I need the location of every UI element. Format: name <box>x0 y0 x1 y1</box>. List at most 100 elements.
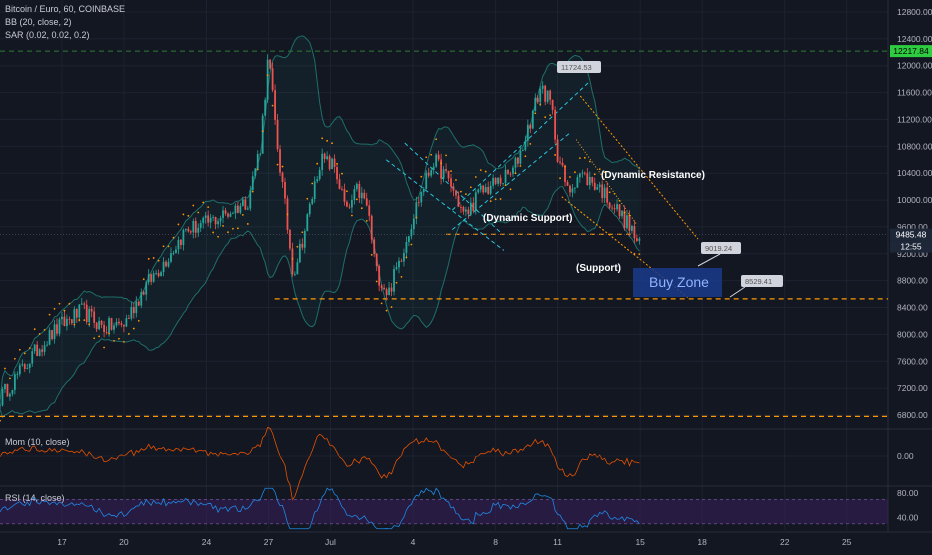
candle-body <box>492 177 495 186</box>
candle-body <box>217 221 219 225</box>
sar-dot <box>212 231 215 234</box>
buy-zone-label[interactable]: Buy Zone <box>649 274 709 290</box>
sar-dot <box>534 112 537 115</box>
buy-zone-box[interactable] <box>633 268 722 297</box>
forecast-line[interactable] <box>575 139 637 224</box>
candle-body <box>88 308 91 323</box>
top-level-price-tag[interactable]: 12217.84 <box>893 46 929 56</box>
candle-body <box>105 332 108 333</box>
candle-body <box>214 217 217 225</box>
rsi-line <box>0 487 640 530</box>
candle-body <box>412 218 415 230</box>
last-price-tag[interactable]: 9485.48 <box>896 230 927 240</box>
sar-dot <box>559 177 561 180</box>
candle-body <box>549 90 552 100</box>
candle-body <box>638 238 641 241</box>
annotations[interactable]: (Dynamic Resistance) (Dynamic Support) (Su… <box>483 61 783 298</box>
sar-dot <box>578 157 581 160</box>
candle-body <box>373 239 376 254</box>
time-tick-label: 24 <box>202 537 212 547</box>
trend-line[interactable] <box>385 159 505 251</box>
candle-body <box>569 185 571 193</box>
candle-body <box>80 303 83 305</box>
candle-body <box>100 320 103 325</box>
sar-dot <box>583 156 586 159</box>
candle-body <box>279 149 281 173</box>
candle-body <box>127 318 130 319</box>
candle-body <box>440 159 443 179</box>
candle-body <box>197 227 200 233</box>
candle-body <box>58 319 61 334</box>
candle-body <box>509 173 512 175</box>
candle-body <box>16 374 19 375</box>
dynamic-resistance-line[interactable] <box>579 95 699 240</box>
price-tick-label: 10000.00 <box>897 195 932 205</box>
candle-body <box>219 218 222 222</box>
candle-body <box>256 154 259 169</box>
sar-dot <box>628 214 631 217</box>
candle-body <box>596 187 599 190</box>
candle-body <box>4 383 6 390</box>
trend-line[interactable] <box>451 132 571 231</box>
support-label[interactable]: (Support) <box>576 263 621 274</box>
projection-tag[interactable]: 9019.24 <box>705 244 732 253</box>
sar-dot <box>147 257 150 260</box>
candle-body <box>333 158 336 168</box>
candle-body <box>526 124 529 141</box>
candle-body <box>554 109 557 140</box>
symbol-title[interactable]: Bitcoin / Euro, 60, COINBASE <box>5 4 126 14</box>
candle-body <box>464 209 467 212</box>
support-target-tag-box[interactable] <box>741 275 783 287</box>
candle-body <box>529 124 532 129</box>
projection-tag-box[interactable] <box>701 242 741 254</box>
time-tick-label: 25 <box>842 537 852 547</box>
price-tick-label: 10400.00 <box>897 168 932 178</box>
last-price-tag-box[interactable] <box>890 228 932 241</box>
bb-fill <box>0 35 640 418</box>
candle-body <box>296 262 299 275</box>
sar-legend[interactable]: SAR (0.02, 0.02, 0.2) <box>5 30 90 40</box>
candle-body <box>521 150 524 151</box>
candle-body <box>534 97 537 111</box>
channel-lower-line[interactable] <box>561 196 688 298</box>
candle-body <box>11 389 14 394</box>
sar-dot <box>519 165 522 167</box>
peak-tag[interactable]: 11724.53 <box>561 63 592 72</box>
top-level-price-tag-box[interactable] <box>890 45 932 58</box>
candle-body <box>192 221 195 233</box>
dynamic-support-label[interactable]: (Dynamic Support) <box>483 213 572 224</box>
candle-body <box>98 320 101 330</box>
candle-body <box>68 318 71 320</box>
sar-dot <box>137 320 140 322</box>
candle-body <box>66 318 68 327</box>
candle-body <box>162 261 165 273</box>
candle-body <box>118 321 120 324</box>
sar-dot <box>341 172 343 175</box>
candle-body <box>487 187 490 194</box>
sar-dot <box>197 211 200 214</box>
sar-dot <box>202 201 205 204</box>
peak-tag-box[interactable] <box>557 61 601 73</box>
candle-body <box>455 190 457 196</box>
rsi-legend[interactable]: RSI (14, close) <box>5 493 65 503</box>
sar-dot <box>18 348 21 351</box>
sar-dot <box>440 162 443 165</box>
candle-body <box>427 172 430 176</box>
mom-legend[interactable]: Mom (10, close) <box>5 437 70 447</box>
countdown-tag[interactable]: 12:55 <box>900 242 922 252</box>
axes: 12800.0012400.0012000.0011600.0011200.00… <box>57 7 932 547</box>
trend-line[interactable] <box>451 82 589 211</box>
candle-body <box>336 167 338 180</box>
sar-dot <box>613 192 616 195</box>
bb-legend[interactable]: BB (20, close, 2) <box>5 17 72 27</box>
sar-dot <box>23 352 26 355</box>
candle-body <box>611 207 614 209</box>
dynamic-resistance-label[interactable]: (Dynamic Resistance) <box>601 170 705 181</box>
countdown-tag-box[interactable] <box>890 240 932 253</box>
candle-body <box>474 192 477 212</box>
candle-body <box>430 170 433 176</box>
drawn-lines[interactable] <box>0 50 888 417</box>
support-target-tag[interactable]: 8529.41 <box>745 277 772 286</box>
